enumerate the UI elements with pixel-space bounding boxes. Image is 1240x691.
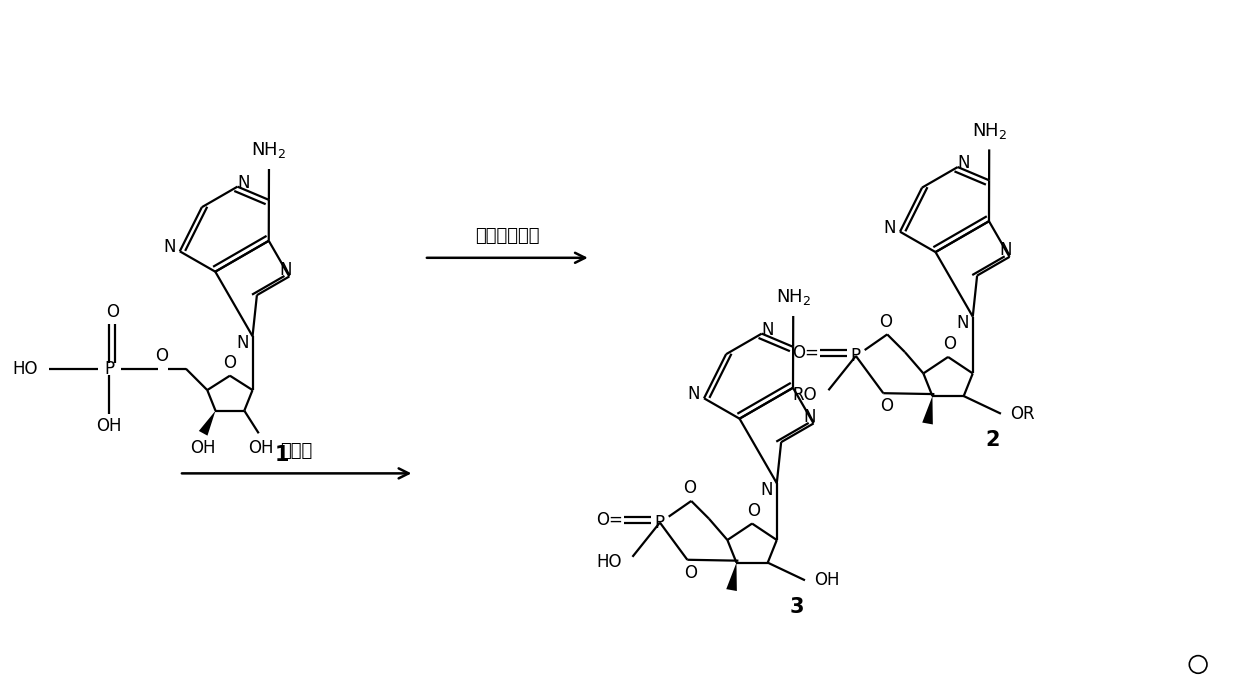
Text: O=: O=: [596, 511, 624, 529]
Text: O: O: [944, 335, 956, 353]
Text: NH$_2$: NH$_2$: [972, 121, 1007, 141]
Text: 1: 1: [275, 445, 289, 465]
Text: N: N: [956, 314, 968, 332]
Text: N: N: [760, 480, 773, 498]
Text: P: P: [655, 513, 665, 531]
Text: N: N: [761, 321, 774, 339]
Text: N: N: [999, 241, 1012, 260]
Text: O: O: [223, 354, 237, 372]
Text: O=: O=: [792, 344, 820, 362]
Text: NH$_2$: NH$_2$: [252, 140, 286, 160]
Text: 碱，水: 碱，水: [280, 442, 312, 460]
Text: O: O: [683, 563, 697, 582]
Text: N: N: [804, 408, 816, 426]
Text: OH: OH: [248, 439, 274, 457]
Text: RO: RO: [792, 386, 817, 404]
Polygon shape: [923, 396, 932, 424]
Text: N: N: [238, 174, 250, 192]
Text: OH: OH: [191, 439, 216, 457]
Text: O: O: [155, 347, 167, 365]
Text: O: O: [879, 397, 893, 415]
Text: OH: OH: [97, 417, 122, 435]
Text: N: N: [884, 219, 897, 237]
Text: HO: HO: [12, 360, 37, 378]
Text: OH: OH: [813, 571, 839, 589]
Text: N: N: [957, 154, 971, 172]
Text: OR: OR: [1011, 405, 1035, 423]
Text: HO: HO: [596, 553, 621, 571]
Text: P: P: [851, 347, 861, 365]
Text: NH$_2$: NH$_2$: [776, 287, 811, 307]
Text: O: O: [748, 502, 760, 520]
Text: 2: 2: [985, 430, 999, 450]
Text: N: N: [164, 238, 176, 256]
Text: 3: 3: [789, 597, 804, 617]
Text: N: N: [236, 334, 248, 352]
Polygon shape: [198, 410, 216, 435]
Text: O: O: [879, 312, 892, 331]
Text: O: O: [683, 480, 696, 498]
Text: 酸酸，有机碱: 酸酸，有机碱: [475, 227, 539, 245]
Text: N: N: [279, 261, 291, 279]
Text: O: O: [105, 303, 119, 321]
Text: N: N: [687, 386, 701, 404]
Text: P: P: [104, 360, 114, 378]
Polygon shape: [727, 562, 737, 591]
